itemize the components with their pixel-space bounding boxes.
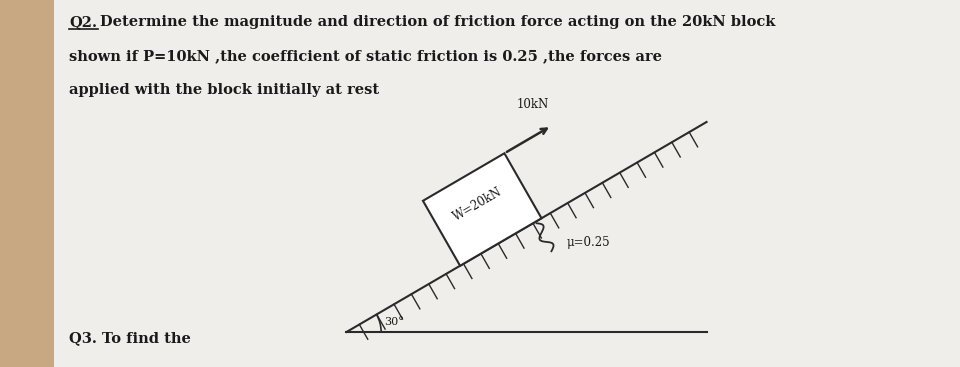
- Text: applied with the block initially at rest: applied with the block initially at rest: [69, 83, 379, 97]
- Bar: [0, 0, 55, 367]
- Text: W=20kN: W=20kN: [450, 185, 504, 224]
- Text: 30°: 30°: [384, 317, 404, 327]
- Text: μ=0.25: μ=0.25: [566, 236, 610, 249]
- Text: Determine the magnitude and direction of friction force acting on the 20kN block: Determine the magnitude and direction of…: [100, 15, 776, 29]
- Polygon shape: [423, 153, 541, 266]
- Text: shown if P=10kN ,the coefficient of static friction is 0.25 ,the forces are: shown if P=10kN ,the coefficient of stat…: [69, 49, 662, 63]
- Text: Q2.: Q2.: [69, 15, 97, 29]
- Text: Q3. To find the: Q3. To find the: [69, 331, 191, 345]
- Text: 10kN: 10kN: [516, 98, 549, 111]
